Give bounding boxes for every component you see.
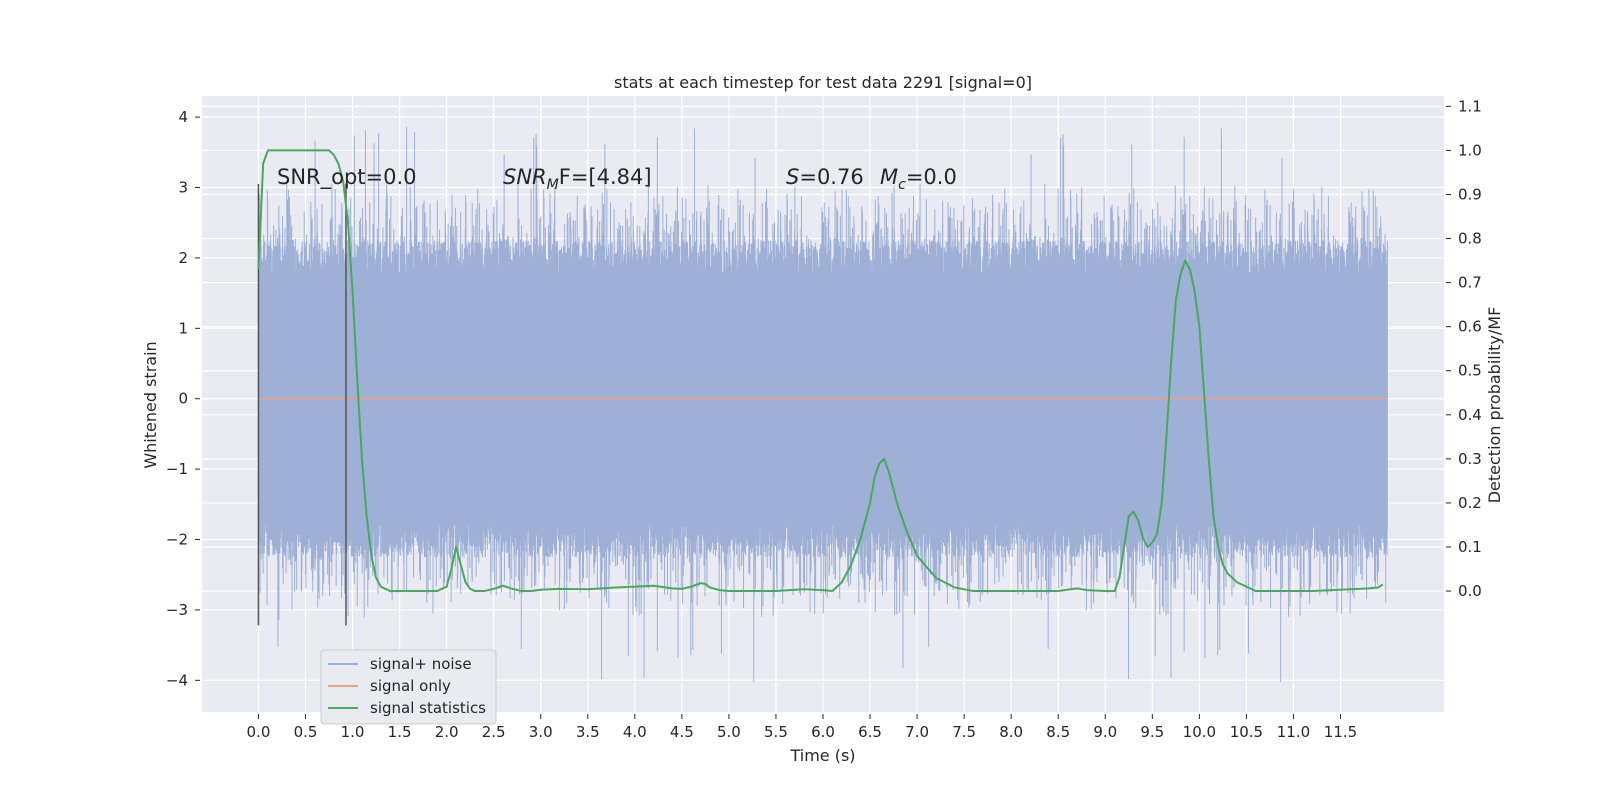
y-tick-label: 3 xyxy=(178,179,188,197)
y-tick-label: −2 xyxy=(166,531,188,549)
s-rest: =0.76 xyxy=(799,165,863,189)
x-tick-label: 4.0 xyxy=(623,723,647,741)
x-tick-label: 9.5 xyxy=(1140,723,1164,741)
x-tick-label: 1.0 xyxy=(341,723,365,741)
y2-tick-label: 0.5 xyxy=(1458,362,1482,380)
y2-tick-label: 0.1 xyxy=(1458,538,1482,556)
x-tick-label: 3.5 xyxy=(576,723,600,741)
x-tick-label: 2.0 xyxy=(435,723,459,741)
y2-tick-label: 0.2 xyxy=(1458,494,1482,512)
annotation-mc: Mc=0.0 xyxy=(880,165,957,193)
y-axis-label: Whitened strain xyxy=(141,341,160,468)
y2-tick-label: 0.4 xyxy=(1458,406,1482,424)
legend-label-signal-only: signal only xyxy=(370,677,451,695)
x-tick-label: 11.0 xyxy=(1277,723,1310,741)
annotation-snr-mf: SNRMF=[4.84] xyxy=(503,165,652,193)
x-tick-label: 8.0 xyxy=(999,723,1023,741)
x-axis-label: Time (s) xyxy=(789,746,855,765)
x-tick-label: 2.5 xyxy=(482,723,506,741)
y2-tick-label: 0.3 xyxy=(1458,450,1482,468)
chart-title: stats at each timestep for test data 229… xyxy=(614,73,1032,92)
y-tick-label: −4 xyxy=(166,671,188,689)
x-tick-label: 6.5 xyxy=(858,723,882,741)
x-tick-label: 1.5 xyxy=(388,723,412,741)
y2-tick-label: 0.9 xyxy=(1458,185,1482,203)
s-var: S xyxy=(786,165,799,189)
x-tick-label: 5.5 xyxy=(764,723,788,741)
legend-box xyxy=(320,649,497,725)
y2-tick-label: 0.0 xyxy=(1458,582,1482,600)
x-tick-label: 7.5 xyxy=(952,723,976,741)
mc-sub: c xyxy=(898,177,906,193)
x-tick-label: 6.0 xyxy=(811,723,835,741)
x-tick-label: 3.0 xyxy=(529,723,553,741)
x-tick-label: 5.0 xyxy=(717,723,741,741)
y2-ticks: 1.1 1.0 0.9 0.8 0.7 0.6 0.5 0.4 0.3 0.2 0.1 0.0 xyxy=(1446,97,1482,600)
signal-statistics-series xyxy=(257,149,1384,593)
y-ticks: 4 3 2 1 0 −1 −2 −3 −4 xyxy=(166,108,200,689)
snr-mf-rest: F=[4.84] xyxy=(559,165,652,189)
y2-tick-label: 0.8 xyxy=(1458,230,1482,248)
x-tick-label: 8.5 xyxy=(1046,723,1070,741)
legend: signal+ noise signal only signal statist… xyxy=(320,649,497,725)
legend-label-signal-noise: signal+ noise xyxy=(370,655,472,673)
x-tick-label: 4.5 xyxy=(670,723,694,741)
annotation-s: S=0.76 xyxy=(786,165,864,189)
y-tick-label: 4 xyxy=(178,108,188,126)
y-tick-label: 2 xyxy=(178,249,188,267)
y-tick-label: 1 xyxy=(178,319,188,337)
signal-statistics-line xyxy=(257,149,1384,593)
x-tick-label: 9.0 xyxy=(1093,723,1117,741)
x-tick-label: 10.5 xyxy=(1230,723,1263,741)
snr-mf-sub: M xyxy=(547,177,559,193)
annotations: SNR_opt=0.0 SNRMF=[4.84] S=0.76 Mc=0.0 xyxy=(277,165,957,193)
y2-tick-label: 0.6 xyxy=(1458,318,1482,336)
mc-rest: =0.0 xyxy=(906,165,957,189)
snr-mf-main: SNR xyxy=(503,165,547,189)
annotation-snr-opt: SNR_opt=0.0 xyxy=(277,165,417,190)
y2-tick-label: 1.0 xyxy=(1458,141,1482,159)
y2-axis-label: Detection probability/MF xyxy=(1485,307,1504,504)
y-tick-label: 0 xyxy=(178,390,188,408)
y2-tick-label: 0.7 xyxy=(1458,274,1482,292)
y-tick-label: −3 xyxy=(166,601,188,619)
x-tick-label: 11.5 xyxy=(1324,723,1357,741)
x-ticks: 0.0 0.5 1.0 1.5 2.0 2.5 3.0 3.5 4.0 4.5 5.0 5.5 6.0 6… xyxy=(247,714,1357,741)
x-tick-label: 0.5 xyxy=(294,723,318,741)
x-tick-label: 0.0 xyxy=(247,723,271,741)
x-tick-label: 10.0 xyxy=(1183,723,1216,741)
y-tick-label: −1 xyxy=(166,460,188,478)
y2-tick-label: 1.1 xyxy=(1458,97,1482,115)
x-tick-label: 7.0 xyxy=(905,723,929,741)
legend-label-signal-statistics: signal statistics xyxy=(370,699,486,717)
mc-var: M xyxy=(880,165,898,189)
